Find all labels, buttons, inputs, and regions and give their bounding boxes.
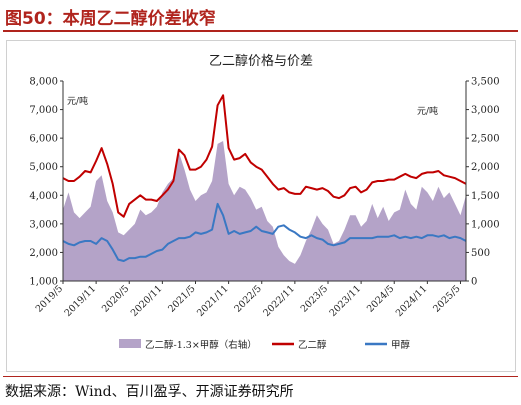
x-tick-label: 2019/5 [34, 283, 65, 314]
x-tick-label: 2025/5 [431, 283, 462, 314]
x-tick-label: 2021/11 [195, 283, 231, 319]
right-tick-label: 3,000 [471, 105, 500, 116]
right-tick-label: 2,500 [471, 134, 500, 145]
ethylene-glycol-line [62, 94, 467, 218]
x-tick-label: 2022/11 [261, 283, 297, 319]
legend-spread-label: 乙二醇-1.3×甲醇（右轴） [145, 339, 257, 351]
x-tick-label: 2020/11 [129, 283, 165, 319]
legend-spread-swatch [119, 339, 141, 348]
legend-methanol-label: 甲醇 [391, 339, 411, 351]
right-tick-label: 1,000 [471, 219, 500, 230]
right-unit-label: 元/吨 [417, 105, 438, 117]
left-tick-label: 7,000 [29, 105, 58, 116]
x-tick-label: 2023/11 [328, 283, 364, 319]
title-rule [3, 30, 518, 32]
left-tick-label: 3,000 [29, 219, 58, 230]
x-tick-label: 2022/5 [232, 283, 263, 314]
right-tick-label: 3,500 [471, 77, 500, 88]
right-tick-label: 2,000 [471, 162, 500, 173]
methanol-line [62, 202, 467, 262]
left-tick-label: 1,000 [29, 277, 58, 288]
right-tick-label: 500 [471, 248, 490, 259]
left-tick-label: 2,000 [29, 248, 58, 259]
legend: 乙二醇-1.3×甲醇（右轴） 乙二醇 甲醇 [119, 339, 411, 351]
spread-area-layer [63, 141, 466, 281]
x-tick-label: 2020/5 [100, 283, 131, 314]
right-tick-label: 0 [471, 277, 477, 288]
chart-frame: 乙二醇价格与价差 1,000 2,000 3,000 4,000 5,000 6,000 7… [6, 40, 516, 372]
left-tick-label: 5,000 [29, 162, 58, 173]
x-tick-label: 2021/5 [166, 283, 197, 314]
figure-header: 图50：本周乙二醇价差收窄 [0, 0, 521, 32]
source-rule [3, 376, 518, 377]
legend-ethylene-glycol-label: 乙二醇 [298, 339, 327, 351]
left-unit-label: 元/吨 [67, 95, 88, 107]
left-tick-label: 4,000 [29, 191, 58, 202]
chart-title: 乙二醇价格与价差 [209, 53, 313, 69]
right-tick-label: 1,500 [471, 191, 500, 202]
chart-svg: 乙二醇价格与价差 1,000 2,000 3,000 4,000 5,000 6,000 7… [29, 53, 500, 351]
x-tick-label: 2019/11 [63, 283, 99, 319]
spread-area [63, 141, 466, 281]
price-lines-layer [62, 94, 467, 262]
source-note: 数据来源：Wind、百川盈孚、开源证券研究所 [5, 384, 294, 400]
left-tick-label: 8,000 [29, 77, 58, 88]
x-tick-label: 2024/5 [365, 283, 396, 314]
figure-title: 图50：本周乙二醇价差收窄 [5, 9, 216, 29]
left-tick-label: 6,000 [29, 134, 58, 145]
x-tick-label: 2024/11 [394, 283, 430, 319]
x-tick-label: 2023/5 [299, 283, 330, 314]
